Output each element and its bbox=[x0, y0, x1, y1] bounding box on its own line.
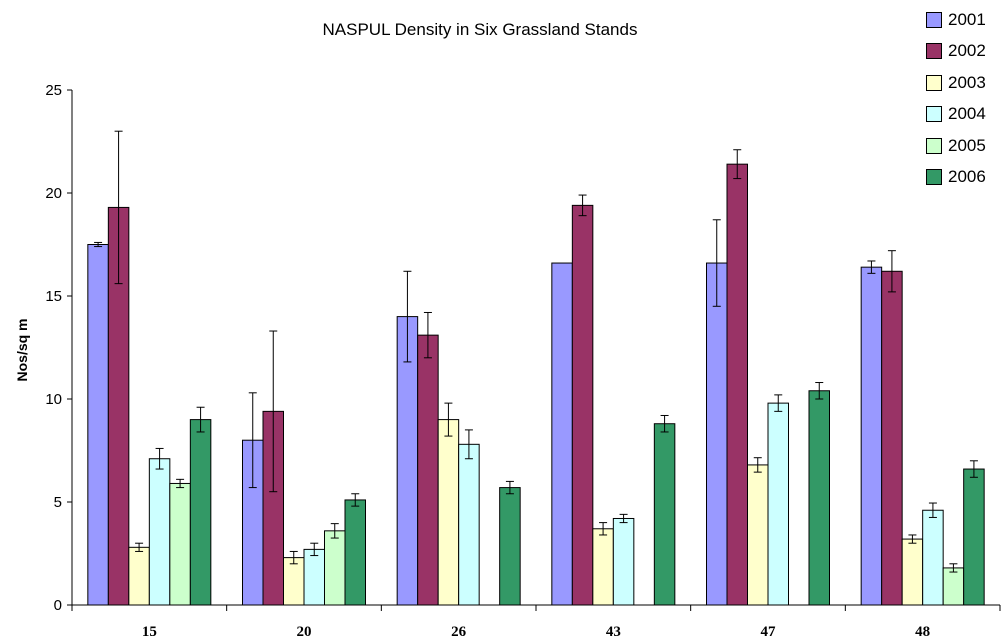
legend-swatch bbox=[926, 43, 942, 60]
x-tick-label: 26 bbox=[451, 624, 467, 640]
bar-2005-20 bbox=[324, 530, 346, 606]
bar-2003-15 bbox=[128, 546, 150, 606]
legend-label: 2001 bbox=[948, 9, 986, 29]
bar-2004-48 bbox=[922, 509, 944, 606]
legend-item-2005: 2005 bbox=[926, 130, 986, 162]
legend-swatch bbox=[926, 106, 942, 123]
bar-2004-26 bbox=[458, 443, 480, 606]
y-tick-label: 0 bbox=[54, 597, 62, 614]
legend-item-2001: 2001 bbox=[926, 4, 986, 36]
bar-2006-15 bbox=[189, 419, 212, 606]
y-tick-label: 10 bbox=[45, 391, 62, 408]
bar-2003-47 bbox=[747, 464, 769, 606]
bar-2002-43 bbox=[571, 204, 594, 606]
bar-2006-43 bbox=[653, 423, 676, 606]
legend-swatch bbox=[926, 11, 942, 28]
y-tick-label: 25 bbox=[45, 82, 62, 99]
bar-2006-26 bbox=[499, 487, 521, 606]
legend: 2001 2002 2003 2004 2005 2006 bbox=[926, 4, 986, 193]
bar-2001-48 bbox=[860, 266, 883, 606]
bar-2003-48 bbox=[901, 538, 924, 606]
legend-label: 2006 bbox=[948, 167, 986, 187]
legend-item-2004: 2004 bbox=[926, 99, 986, 131]
bar-2004-47 bbox=[767, 402, 789, 606]
x-tick-label: 15 bbox=[142, 624, 157, 640]
bar-2006-47 bbox=[808, 390, 830, 606]
bar-2004-20 bbox=[303, 548, 325, 606]
bar-2002-47 bbox=[726, 163, 748, 606]
bar-2003-20 bbox=[283, 557, 305, 606]
legend-label: 2002 bbox=[948, 41, 986, 61]
legend-item-2002: 2002 bbox=[926, 36, 986, 68]
y-tick-label: 15 bbox=[45, 288, 62, 305]
legend-label: 2004 bbox=[948, 104, 986, 124]
bar-2005-48 bbox=[942, 567, 965, 606]
bar-2001-47 bbox=[706, 262, 728, 606]
bar-2003-26 bbox=[437, 419, 460, 606]
x-tick-label: 20 bbox=[297, 624, 312, 640]
y-tick-label: 20 bbox=[45, 185, 62, 202]
legend-label: 2003 bbox=[948, 72, 986, 92]
legend-item-2003: 2003 bbox=[926, 67, 986, 99]
bar-2001-15 bbox=[87, 244, 109, 606]
bar-2006-20 bbox=[344, 499, 366, 606]
bar-2002-48 bbox=[881, 270, 903, 606]
y-tick-label: 5 bbox=[54, 494, 62, 511]
legend-swatch bbox=[926, 74, 942, 91]
bar-2002-26 bbox=[417, 334, 439, 606]
x-tick-label: 48 bbox=[915, 624, 930, 640]
bar-2006-48 bbox=[963, 468, 985, 606]
y-axis-label: Nos/sq m bbox=[14, 318, 30, 382]
chart-title: NASPUL Density in Six Grassland Stands bbox=[322, 20, 638, 39]
legend-item-2006: 2006 bbox=[926, 162, 986, 194]
bar-2001-43 bbox=[551, 262, 573, 606]
x-tick-label: 47 bbox=[761, 624, 777, 640]
legend-swatch bbox=[926, 169, 942, 186]
bar-2004-43 bbox=[612, 517, 635, 606]
bar-2005-15 bbox=[169, 482, 191, 606]
bar-2003-43 bbox=[592, 528, 614, 606]
x-tick-label: 43 bbox=[606, 624, 621, 640]
bar-2004-15 bbox=[148, 458, 171, 606]
legend-swatch bbox=[926, 137, 942, 154]
legend-label: 2005 bbox=[948, 135, 986, 155]
